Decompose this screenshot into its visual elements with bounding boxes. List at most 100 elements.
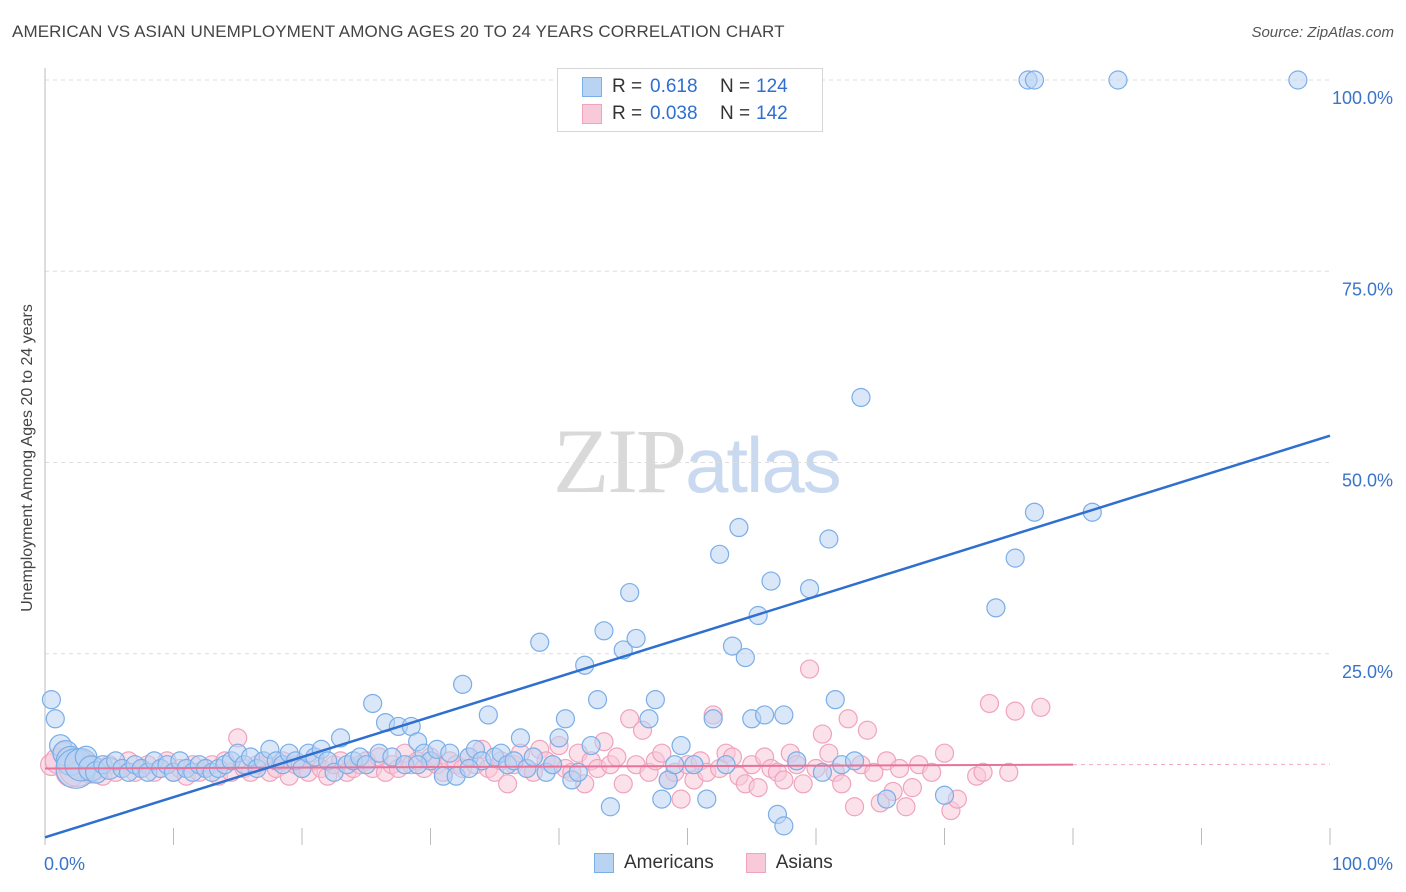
asian-point [819,743,839,763]
american-point [735,647,755,668]
american-point [478,705,498,725]
asian-point [973,762,993,782]
american-point [459,758,479,779]
asian-point [922,762,942,782]
american-point [819,529,839,549]
american-point [440,743,460,763]
asian-point [613,774,633,794]
legend-item-americans[interactable]: Americans [594,852,714,874]
y-tick-label: 50.0% [1342,471,1393,491]
american-point [555,709,576,729]
legend-label-americans: Americans [624,852,714,873]
american-point [41,690,62,710]
american-point [986,598,1006,618]
legend-item-asians[interactable]: Asians [745,852,833,874]
american-point [363,693,383,714]
watermark: ZIPatlas [553,408,842,514]
asian-point [979,693,1000,714]
trend-lines [44,434,1331,839]
r-value: 0.038 [650,103,698,124]
american-point [812,762,833,782]
tick-labels: 25.0% 50.0% 75.0% 100.0% 0.0% 100.0% [44,88,1393,874]
r-label: R = [612,76,643,97]
american-point [722,636,743,656]
n-value: 142 [756,103,788,124]
asians-swatch [745,853,766,873]
x-tick-label: 0.0% [44,854,85,874]
legend-row-americans: R = 0.618 N = 124 [582,75,788,99]
y-tick-label: 100.0% [1332,88,1393,108]
asian-point [652,743,672,763]
asian-point [1031,697,1051,717]
asian-point [934,743,955,763]
asian-point [793,774,813,794]
american-point [581,735,601,756]
asian-point [498,774,518,794]
asian-point [999,762,1019,782]
american-point [549,728,569,748]
american-point [710,544,730,564]
american-point [716,755,736,775]
asian-point [902,778,922,798]
american-point [594,621,614,641]
americans-trend-line [44,434,1331,839]
americans-points [41,70,1308,836]
watermark-atlas: atlas [685,421,842,509]
asian-point [748,778,768,798]
american-point [453,674,473,694]
n-label: N = [720,76,751,97]
gridlines [45,79,1330,655]
american-point [542,755,563,775]
series-legend: Americans Asians [594,852,865,874]
x-tick-label: 100.0% [1332,854,1393,874]
correlation-legend: R = 0.618 N = 124 R = 0.038 N = 142 [557,68,823,132]
american-point [645,690,665,710]
american-point [1024,70,1045,90]
american-point [510,728,531,748]
asian-point [774,770,794,790]
american-point [665,755,685,775]
asian-point [1005,701,1025,721]
source-label: Source: ZipAtlas.com [1251,24,1394,41]
american-point [626,628,646,649]
asian-point [607,747,627,767]
asian-point [832,774,852,794]
american-point [774,816,794,836]
american-point [671,735,691,756]
americans-swatch [594,853,614,873]
american-point [356,755,376,775]
asians-points [40,659,1051,821]
american-point [754,705,775,725]
americans-swatch [582,77,602,97]
american-point [703,709,723,729]
asian-point [671,789,691,809]
asian-point [799,659,820,679]
asian-point [857,720,878,740]
american-point [799,579,820,599]
watermark-zip: ZIP [553,410,687,512]
r-value: 0.618 [650,76,698,97]
american-point [1288,70,1308,90]
asian-point [812,724,833,744]
asians-trend-line [44,763,1074,770]
american-point [825,690,845,710]
axes [44,68,1331,845]
american-point [877,789,897,809]
american-point [697,789,717,809]
american-point [774,705,794,725]
american-point [934,785,955,805]
chart-title: AMERICAN VS ASIAN UNEMPLOYMENT AMONG AGE… [12,22,785,41]
american-point [523,747,543,767]
legend-row-asians: R = 0.038 N = 142 [582,102,788,126]
american-point [587,690,608,710]
asian-point [889,758,910,779]
american-point [639,709,659,729]
american-point [1005,548,1025,568]
asian-point [896,797,916,817]
american-point [787,751,807,771]
n-value: 124 [756,76,788,97]
american-point [761,571,781,591]
american-point [600,797,621,817]
american-point [1108,70,1128,90]
